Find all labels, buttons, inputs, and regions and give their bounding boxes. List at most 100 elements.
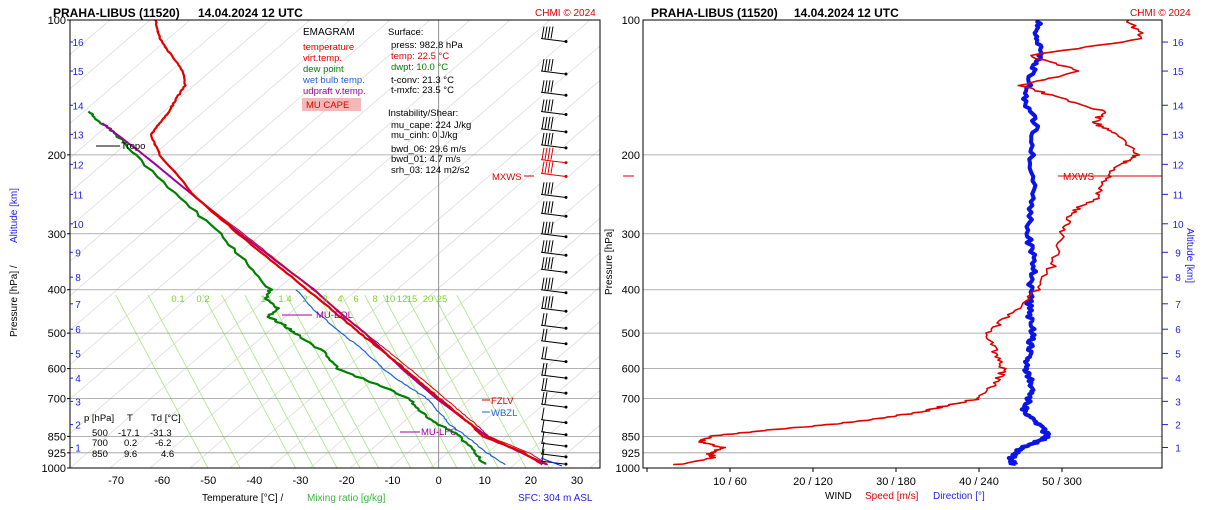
adiabat-line (229, 148, 600, 468)
adiabat-line (70, 20, 311, 228)
right-altitude-tick-label: 16 (1172, 38, 1184, 49)
wind-barb-shaft (540, 159, 566, 164)
mu-cape-swatch (302, 98, 361, 111)
wind-barb-flag (541, 58, 545, 72)
temperature-tick-label: -60 (154, 475, 170, 487)
wind-barb-flag (544, 99, 548, 112)
wind-barb-dot (564, 326, 568, 330)
altitude-tick-label: 11 (73, 190, 84, 201)
wind-barb-flag (541, 182, 545, 195)
left-time: 14.04.2024 12 UTC (198, 6, 303, 20)
right-x-tick-label: 20 / 120 (793, 476, 833, 488)
right-altitude-tick-label: 9 (1175, 248, 1181, 259)
adiabat-line (70, 20, 191, 124)
wind-barb-flag (547, 80, 551, 93)
surface-tconv: t-conv: 21.3 °C (391, 75, 454, 86)
wind-barb-flag (541, 407, 545, 420)
wind-barb-shaft (540, 268, 566, 273)
wind-barb-flag (550, 58, 554, 72)
mu-eql-label: MU-EQL (316, 310, 353, 321)
wind-barb-dot (564, 421, 568, 425)
adiabat-line (70, 20, 431, 331)
altitude-tick-label: 15 (72, 67, 84, 78)
mu-cinh-value: mu_cinh: 0 J/kg (391, 130, 458, 141)
adiabat-line (70, 20, 391, 297)
altitude-tick-label: 5 (75, 349, 81, 360)
wind-barb-shaft (540, 91, 566, 96)
pressure-tick-label: 300 (48, 229, 66, 241)
wind-profile-panel: PRAHA-LIBUS (11520) 14.04.2024 12 UTC CH… (604, 6, 1195, 502)
wind-barb-flag (544, 116, 548, 129)
altitude-tick-label: 2 (75, 421, 81, 432)
wind-barb-flag (541, 296, 545, 309)
wind-barb-flag (544, 182, 548, 195)
right-x-tick-label: 10 / 60 (713, 476, 747, 488)
wind-barb-shaft (540, 324, 566, 329)
mixing-ratio-label: 2 (302, 294, 307, 305)
mixing-ratio-line (221, 294, 315, 468)
wind-barb-dot (564, 253, 568, 257)
right-pressure-tick-label: 500 (622, 328, 640, 340)
wind-barb-dot (564, 72, 568, 76)
wind-barb-flag (541, 377, 545, 391)
wind-plot-area (643, 20, 1162, 468)
right-altitude-tick-label: 4 (1175, 374, 1181, 385)
wind-barb-flag (541, 80, 545, 93)
right-x-tick-label: 40 / 240 (959, 476, 999, 488)
mixing-ratio-label: 4 (337, 294, 342, 305)
wind-barb-flag (544, 277, 548, 290)
adiabat-line (189, 114, 600, 468)
legend-dew-point: dew point (303, 64, 344, 75)
wind-barb-flag (550, 147, 554, 160)
bwd06-value: bwd_06: 29.6 m/s (391, 144, 466, 155)
wind-barb-flag (541, 161, 545, 174)
mixing-ratio-line (382, 294, 476, 468)
altitude-tick-label: 4 (75, 374, 81, 385)
table-header-t: T (127, 413, 133, 424)
pressure-tick-label: 700 (48, 394, 66, 406)
wind-barb-shaft (540, 233, 566, 238)
mxws-label-left: MXWS (492, 172, 522, 183)
surface-title: Surface: (388, 27, 423, 38)
wind-barb-dot (564, 455, 568, 459)
mixing-ratio-line (433, 294, 527, 468)
wind-barb-flag (541, 392, 545, 405)
right-pressure-tick-label: 200 (622, 150, 640, 162)
wind-barb-flag (547, 240, 551, 253)
adiabat-line (469, 355, 600, 468)
adiabat-line (70, 20, 271, 193)
wind-barb-dot (564, 360, 568, 364)
mu-cape-value: mu_cape: 224 J/kg (391, 120, 471, 131)
mixing-ratio-label: 0.2 (196, 294, 209, 305)
table-row-700-td: -6.2 (155, 438, 171, 449)
wind-barb-dot (564, 270, 568, 274)
mixing-ratio-line (405, 294, 499, 468)
wind-barb-flag (550, 132, 554, 145)
wind-barb-flag (541, 201, 545, 214)
wind-barb-flag (541, 26, 545, 39)
adiabat-line (429, 321, 600, 468)
wind-barb-flag (541, 431, 545, 444)
wind-barb-flag (544, 313, 548, 326)
wind-barb-shaft (540, 172, 566, 177)
wind-barb-flag (541, 277, 545, 290)
altitude-tick-label: 12 (72, 160, 84, 171)
wind-barb-flag (550, 257, 554, 270)
right-pressure-tick-label: 100 (622, 15, 640, 27)
wind-barb-shaft (540, 128, 566, 133)
mixing-ratio-label: 10 (385, 294, 396, 305)
wind-barb-flag (544, 328, 548, 341)
right-altitude-tick-label: 3 (1175, 397, 1181, 408)
mixing-ratio-label: 20 (423, 294, 434, 305)
wind-barb-dot (564, 161, 568, 165)
surface-wind-barb (540, 457, 563, 467)
right-copyright: CHMI © 2024 (1130, 8, 1191, 19)
fzlv-label: FZLV (491, 396, 514, 407)
wind-barb-flag (544, 257, 548, 270)
direction-line (1006, 20, 1051, 466)
wind-barb-flag (547, 99, 551, 112)
wind-barb-shaft (540, 212, 566, 217)
left-copyright: CHMI © 2024 (535, 8, 596, 19)
mixing-ratio-line (244, 294, 338, 468)
wind-barb-flag (541, 448, 545, 462)
